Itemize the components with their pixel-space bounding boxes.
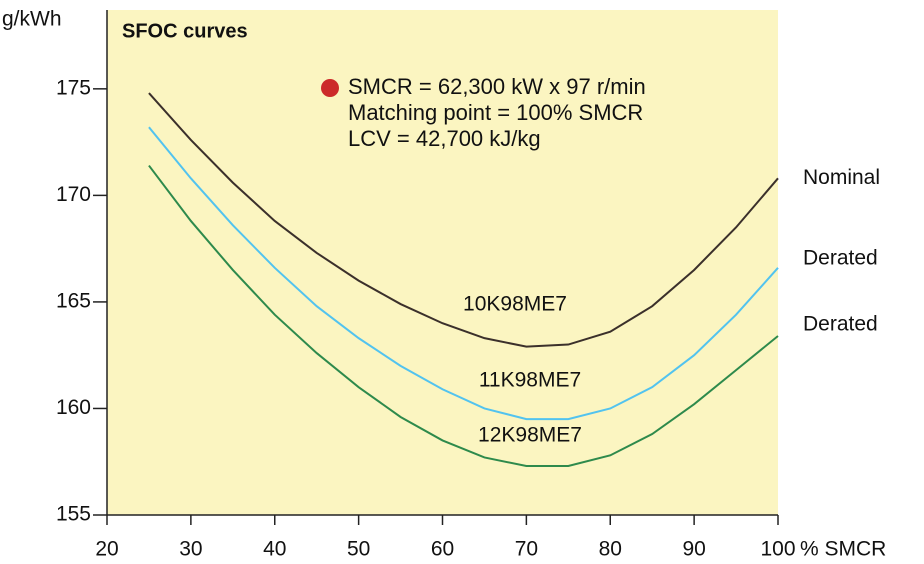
- x-tick-label: 50: [347, 538, 370, 561]
- annotation: Matching point = 100% SMCR: [348, 100, 643, 125]
- y-axis-label: g/kWh: [2, 8, 62, 31]
- series-line: [148, 92, 779, 348]
- curve-label: 11K98ME7: [479, 369, 581, 392]
- y-tick-label: 155: [56, 503, 91, 526]
- marker-dot: [321, 79, 339, 97]
- legend-label: Nominal: [803, 166, 880, 189]
- chart-title: SFOC curves: [122, 20, 248, 42]
- y-tick-label: 175: [56, 76, 91, 99]
- plot-background: [107, 10, 778, 515]
- y-tick-label: 165: [56, 289, 91, 312]
- series-line: [148, 164, 779, 467]
- x-tick-label: 90: [682, 538, 705, 561]
- series-line: [148, 126, 779, 421]
- legend-label: Derated: [803, 313, 878, 336]
- annotation: SMCR = 62,300 kW x 97 r/min: [348, 74, 646, 99]
- x-tick-label: 70: [515, 538, 538, 561]
- annotation: LCV = 42,700 kJ/kg: [348, 126, 541, 151]
- curve-label: 10K98ME7: [463, 293, 567, 316]
- x-tick-label: 60: [431, 538, 454, 561]
- legend-label: Derated: [803, 246, 878, 269]
- y-tick-label: 170: [56, 183, 91, 206]
- y-tick-label: 160: [56, 396, 91, 419]
- curve-label: 12K98ME7: [478, 424, 582, 447]
- x-axis-label: % SMCR: [800, 538, 886, 561]
- x-tick-label: 30: [179, 538, 202, 561]
- x-tick-label: 40: [263, 538, 286, 561]
- x-tick-label: 80: [599, 538, 622, 561]
- x-tick-label: 100: [760, 538, 795, 561]
- x-tick-label: 20: [95, 538, 118, 561]
